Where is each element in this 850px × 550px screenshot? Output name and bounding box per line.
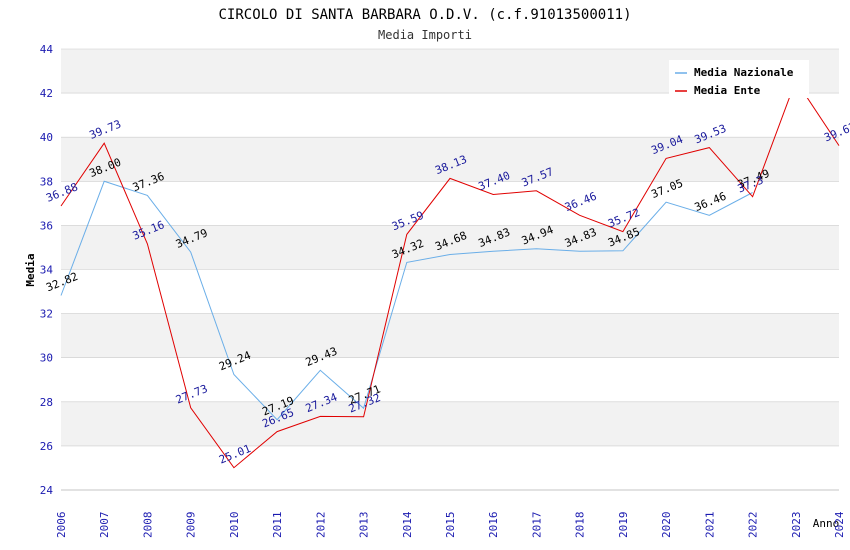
grid-lines [61, 48, 839, 491]
x-tick-label: 2014 [401, 511, 414, 538]
y-tick-label: 32 [40, 308, 53, 321]
x-tick-label: 2024 [833, 511, 846, 538]
plot-band [61, 137, 839, 182]
x-axis-ticks: 2006 2007 2008 2009 2010 2011 2012 2013 2014 2015… [55, 511, 846, 538]
legend-label-nazionale: Media Nazionale [694, 66, 794, 79]
x-tick-label: 2007 [98, 512, 111, 539]
x-axis-label: Anno [813, 517, 840, 530]
legend-label-ente: Media Ente [694, 84, 761, 97]
x-tick-label: 2009 [185, 512, 198, 539]
y-tick-label: 40 [40, 131, 53, 144]
y-tick-label: 24 [40, 484, 54, 497]
x-tick-label: 2010 [228, 512, 241, 539]
legend-box [669, 60, 809, 98]
y-tick-label: 26 [40, 440, 53, 453]
y-tick-label: 28 [40, 396, 53, 409]
x-tick-label: 2012 [314, 512, 327, 539]
y-tick-label: 30 [40, 352, 53, 365]
x-tick-label: 2006 [55, 512, 68, 539]
plot-band [61, 401, 839, 446]
x-tick-label: 2011 [271, 512, 284, 539]
chart-title: CIRCOLO DI SANTA BARBARA O.D.V. (c.f.910… [218, 7, 631, 23]
plot-bands [61, 49, 839, 446]
plot-band [61, 225, 839, 270]
y-tick-label: 34 [40, 264, 54, 277]
data-label: 39.62 [822, 120, 850, 144]
data-label: 36.46 [563, 190, 599, 214]
y-tick-label: 38 [40, 175, 53, 188]
x-tick-label: 2019 [617, 512, 630, 539]
x-tick-label: 2013 [358, 512, 371, 539]
plot-band [61, 313, 839, 358]
series-lines [60, 79, 840, 469]
legend: Media Nazionale Media Ente [669, 60, 809, 98]
series-line-0 [60, 180, 753, 421]
y-axis-label: Media [24, 253, 37, 286]
y-tick-label: 42 [40, 87, 53, 100]
chart-subtitle: Media Importi [378, 28, 472, 42]
y-tick-label: 44 [40, 43, 54, 56]
x-tick-label: 2021 [703, 512, 716, 539]
x-tick-label: 2023 [790, 512, 803, 539]
x-tick-label: 2008 [141, 512, 154, 539]
x-tick-label: 2015 [444, 512, 457, 539]
series-line-1 [60, 79, 840, 469]
y-axis-ticks: 24 26 28 30 32 34 36 38 40 42 44 [40, 43, 54, 497]
x-tick-label: 2016 [487, 512, 500, 539]
y-tick-label: 36 [40, 219, 53, 232]
data-label: 36.46 [693, 190, 729, 214]
x-tick-label: 2020 [660, 512, 673, 539]
x-tick-label: 2022 [747, 512, 760, 539]
x-tick-label: 2018 [574, 512, 587, 539]
x-tick-label: 2017 [530, 512, 543, 539]
